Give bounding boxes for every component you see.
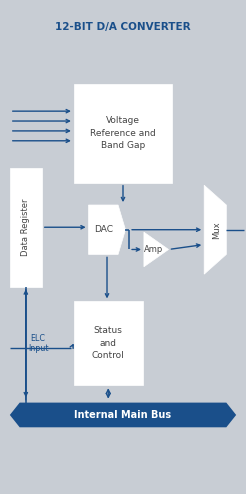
Text: Voltage
Reference and
Band Gap: Voltage Reference and Band Gap bbox=[90, 117, 156, 150]
FancyBboxPatch shape bbox=[10, 168, 42, 287]
Text: Mux: Mux bbox=[212, 221, 221, 239]
Text: 12-BIT D/A CONVERTER: 12-BIT D/A CONVERTER bbox=[55, 22, 191, 32]
FancyBboxPatch shape bbox=[74, 84, 172, 183]
Text: ELC
Input: ELC Input bbox=[28, 333, 48, 353]
Polygon shape bbox=[89, 205, 125, 254]
Text: Data Register: Data Register bbox=[21, 199, 30, 256]
Text: Status
and
Control: Status and Control bbox=[92, 327, 125, 360]
Text: DAC: DAC bbox=[94, 225, 113, 234]
Polygon shape bbox=[204, 185, 226, 274]
Text: Internal Main Bus: Internal Main Bus bbox=[75, 410, 171, 420]
FancyBboxPatch shape bbox=[74, 301, 143, 385]
Polygon shape bbox=[10, 403, 236, 427]
Polygon shape bbox=[144, 232, 169, 267]
Text: Amp: Amp bbox=[144, 245, 163, 254]
